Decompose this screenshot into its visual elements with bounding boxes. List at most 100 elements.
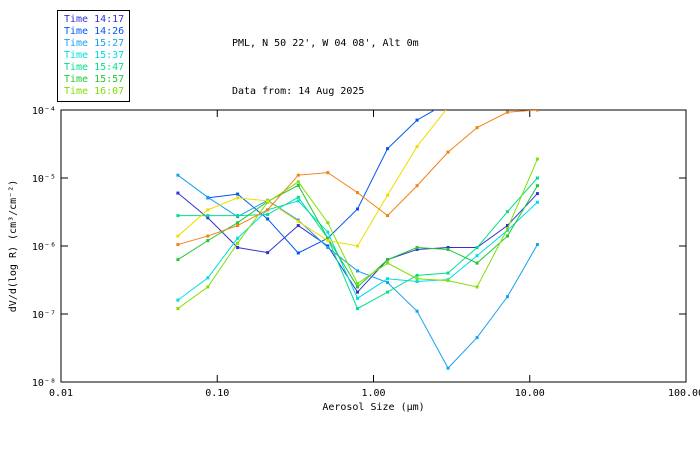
series-time-15-57 [176, 183, 539, 289]
data-point-marker [296, 173, 300, 177]
data-point-marker [206, 216, 210, 220]
data-point-marker [206, 285, 210, 289]
y-tick-label: 10⁻⁵ [32, 174, 56, 185]
data-point-marker [535, 243, 539, 247]
y-tick-label: 10⁻⁷ [32, 310, 56, 321]
data-point-marker [326, 230, 330, 234]
data-point-marker [415, 246, 419, 250]
data-point-marker [415, 309, 419, 313]
data-point-marker [356, 285, 360, 289]
x-axis-label: Aerosol Size (μm) [322, 402, 424, 413]
data-point-marker [326, 236, 330, 240]
data-point-marker [386, 277, 390, 281]
data-point-marker [296, 180, 300, 184]
data-point-marker [266, 208, 270, 212]
data-point-marker [446, 246, 450, 250]
data-point-marker [386, 261, 390, 265]
y-tick-label: 10⁻⁴ [32, 106, 56, 117]
data-point-marker [176, 243, 180, 247]
data-point-marker [236, 241, 240, 245]
plot-subtitle: Data from: 14 Aug 2025 [232, 86, 365, 97]
data-point-marker [415, 145, 419, 149]
data-point-marker [415, 184, 419, 188]
data-point-marker [475, 246, 479, 250]
data-point-marker [446, 150, 450, 154]
data-point-marker [356, 290, 360, 294]
data-point-marker [446, 247, 450, 251]
data-point-marker [475, 261, 479, 265]
data-point-marker [386, 281, 390, 285]
data-point-marker [326, 171, 330, 175]
x-tick-label: 1.00 [361, 388, 385, 399]
data-point-marker [176, 173, 180, 177]
data-point-marker [446, 366, 450, 370]
data-point-marker [296, 224, 300, 228]
data-point-marker [236, 224, 240, 228]
data-point-marker [236, 214, 240, 218]
time-legend: Time 14:17 Time 14:26 Time 15:27 Time 15:37… [57, 10, 131, 102]
data-point-marker [236, 246, 240, 250]
data-point-marker [356, 282, 360, 286]
data-point-marker [415, 118, 419, 122]
data-point-marker [296, 251, 300, 255]
data-point-marker [236, 196, 240, 200]
data-point-marker [206, 239, 210, 243]
data-point-marker [446, 271, 450, 275]
data-point-marker [356, 296, 360, 300]
x-tick-label: 100.00 [668, 388, 700, 399]
data-point-marker [206, 208, 210, 212]
data-point-marker [206, 234, 210, 238]
data-point-marker [505, 234, 509, 238]
legend-item: Time 15:47 [64, 62, 125, 73]
data-point-marker [415, 280, 419, 284]
data-point-marker [475, 254, 479, 258]
series-time-14-17 [176, 191, 539, 294]
plot-header: PML, N 50 22', W 04 08', Alt 0m Data fro… [232, 4, 419, 116]
x-tick-label: 0.10 [205, 388, 229, 399]
series-unlabeled-yellow [176, 106, 450, 248]
data-point-marker [505, 210, 509, 214]
legend-item: Time 15:27 [64, 38, 125, 49]
data-point-marker [356, 191, 360, 195]
data-point-marker [356, 269, 360, 273]
data-point-marker [266, 199, 270, 203]
data-point-marker [266, 217, 270, 221]
data-point-marker [505, 228, 509, 232]
data-point-marker [505, 295, 509, 299]
data-point-marker [386, 290, 390, 294]
data-point-marker [475, 336, 479, 340]
data-point-marker [296, 219, 300, 223]
x-tick-label: 10.00 [515, 388, 545, 399]
data-point-marker [206, 214, 210, 218]
data-point-marker [356, 307, 360, 311]
data-point-marker [447, 106, 450, 109]
data-point-marker [447, 101, 450, 104]
data-point-marker [386, 214, 390, 218]
data-point-marker [176, 307, 180, 311]
y-tick-label: 10⁻⁶ [32, 242, 56, 253]
data-point-marker [236, 221, 240, 225]
series-time-15-47 [176, 176, 539, 311]
data-point-marker [206, 276, 210, 280]
legend-item: Time 14:26 [64, 26, 125, 37]
y-axis-label: dV/d(log R) (cm³/cm⁻²) [8, 180, 19, 312]
legend-item: Time 15:37 [64, 50, 125, 61]
data-point-marker [535, 192, 539, 196]
data-point-marker [446, 279, 450, 283]
legend-item: Time 16:07 [64, 86, 125, 97]
x-tick-label: 0.01 [49, 388, 73, 399]
data-point-marker [386, 193, 390, 197]
data-point-marker [475, 126, 479, 130]
data-point-marker [505, 110, 509, 114]
data-point-marker [236, 236, 240, 240]
data-point-marker [266, 213, 270, 217]
data-point-marker [176, 234, 180, 238]
data-point-marker [535, 110, 539, 112]
data-point-marker [535, 200, 539, 204]
plot-title: PML, N 50 22', W 04 08', Alt 0m [232, 38, 419, 49]
data-point-marker [206, 195, 210, 199]
data-point-marker [176, 298, 180, 302]
data-point-marker [326, 221, 330, 225]
legend-item: Time 14:17 [64, 14, 125, 25]
